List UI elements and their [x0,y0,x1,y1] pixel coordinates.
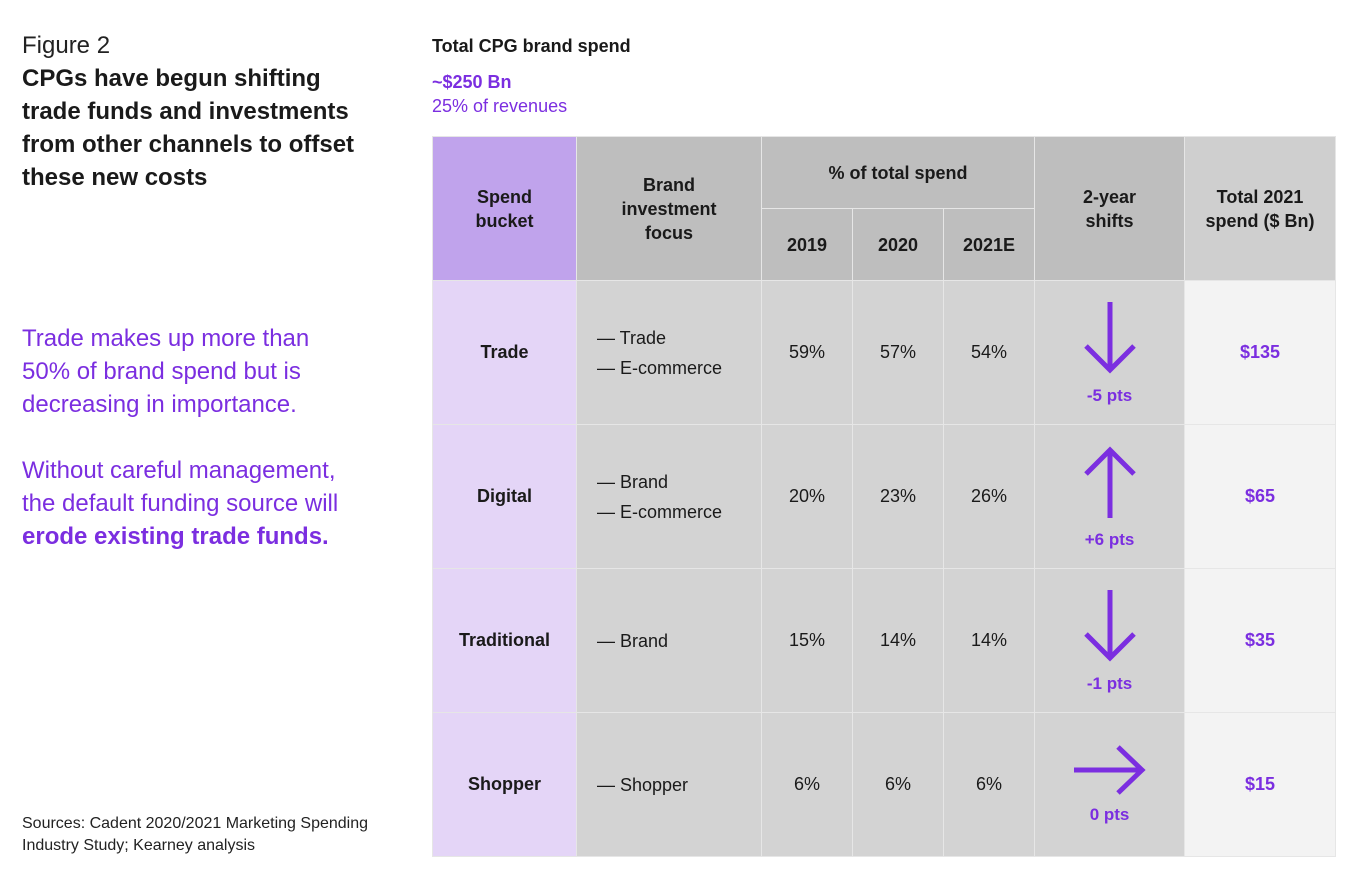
callout-paragraph-1: Trade makes up more than 50% of brand sp… [22,325,310,418]
value-2019: 20% [761,424,853,569]
callout-paragraph-2: Without careful management, the default … [22,454,362,553]
focus-cell: — Trade — E-commerce [576,280,762,425]
arrow-up-icon [1083,445,1136,518]
callout-text: Trade makes up more than 50% of brand sp… [22,322,362,586]
value-2019: 59% [761,280,853,425]
value-2020: 23% [852,424,944,569]
total-cell: $65 [1184,424,1337,569]
arrow-down-icon [1083,301,1136,374]
value-2021: 14% [942,568,1036,713]
header-2019: 2019 [761,208,853,281]
bucket-cell: Trade [432,280,577,425]
figure-title: CPGs have begun shifting trade funds and… [22,65,355,191]
header-2020: 2020 [852,208,944,281]
shift-points: -1 pts [1086,673,1133,693]
value-2020: 14% [852,568,944,713]
value-2021: 6% [942,712,1036,857]
shift-cell: -1 pts [1034,568,1186,713]
figure-header: Figure 2 CPGs have begun shifting trade … [22,30,362,194]
total-cell: $15 [1184,712,1337,857]
header-focus: Brand investment focus [576,136,762,281]
shift-cell: 0 pts [1034,712,1186,857]
value-2020: 6% [852,712,944,857]
header-row-2: 2019 2020 2021E [433,208,1336,281]
figure-label: Figure 2 [22,32,111,59]
bucket-cell: Shopper [432,712,577,857]
arrow-down-icon [1083,589,1136,662]
header-total-2021: Total 2021 spend ($ Bn) [1184,136,1337,281]
total-spend-title: Total CPG brand spend [432,36,631,56]
sources-note: Sources: Cadent 2020/2021 Marketing Spen… [22,815,369,854]
header-spend-bucket: Spend bucket [432,136,577,281]
total-spend-header: Total CPG brand spend ~$250 Bn 25% of re… [432,34,631,118]
shift-cell: -5 pts [1034,280,1186,425]
shift-points: -5 pts [1086,385,1133,405]
value-2021: 54% [942,280,1036,425]
table-row: Trade — Trade — E-commerce 59% 57% 54% -5… [432,280,1337,425]
value-2019: 6% [761,712,853,857]
focus-cell: — Brand — E-commerce [576,424,762,569]
total-spend-revenue: 25% of revenues [432,96,568,116]
value-2019: 15% [761,568,853,713]
header-2021: 2021E [942,208,1036,281]
shift-cell: +6 pts [1034,424,1186,569]
header-pct-total: % of total spend [760,136,1036,209]
total-cell: $35 [1184,568,1337,713]
shift-points: +6 pts [1084,529,1135,549]
value-2020: 57% [852,280,944,425]
shift-points: 0 pts [1089,804,1130,824]
value-2021: 26% [942,424,1036,569]
arrow-right-icon [1073,744,1146,795]
spend-table: Spend bucket Brand investment focus % of… [432,136,1337,857]
total-cell: $135 [1184,280,1337,425]
callout-p2-prefix: Without careful management, the default … [22,457,339,517]
bucket-cell: Traditional [432,568,577,713]
header-shifts: 2-year shifts [1034,136,1186,281]
header-row-1: Spend bucket Brand investment focus % of… [432,136,1337,281]
table-row: Shopper — Shopper 6% 6% 6% 0 pts $15 [432,712,1337,857]
focus-cell: — Brand [576,568,762,713]
bucket-cell: Digital [432,424,577,569]
focus-cell: — Shopper [576,712,762,857]
table-row: Traditional — Brand 15% 14% 14% -1 pts $… [432,568,1337,713]
callout-p2-bold: erode existing trade funds. [22,523,329,550]
total-spend-value: ~$250 Bn [432,72,512,92]
table-row: Digital — Brand — E-commerce 20% 23% 26% … [432,424,1337,569]
